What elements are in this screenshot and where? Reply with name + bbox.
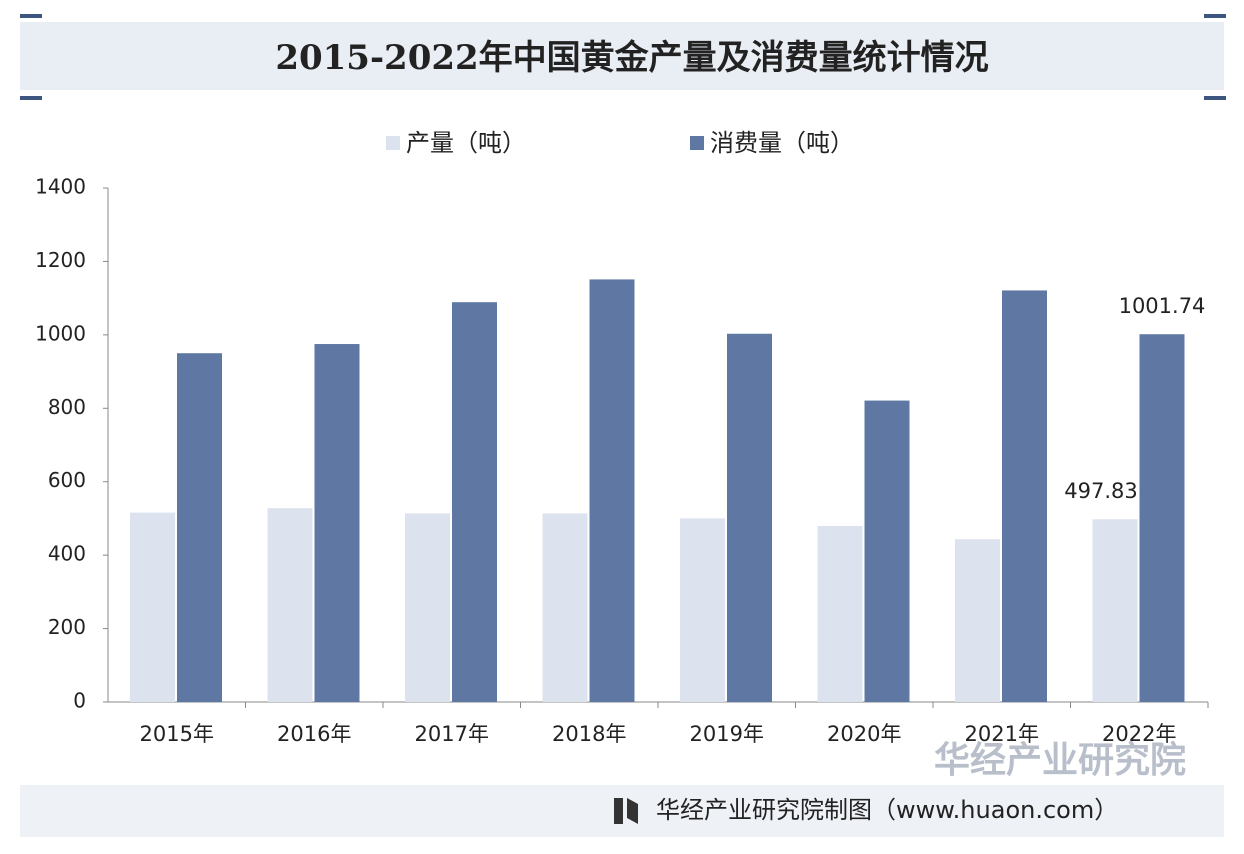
- legend-swatch: [690, 136, 704, 150]
- y-tick-label: 200: [48, 615, 86, 639]
- y-tick-label: 600: [48, 468, 86, 492]
- bar: [452, 302, 497, 702]
- bar: [542, 513, 588, 702]
- x-tick-label: 2018年: [552, 722, 626, 746]
- y-tick-label: 1200: [35, 248, 86, 272]
- bar: [817, 525, 863, 702]
- watermark: 华经产业研究院: [934, 740, 1186, 781]
- footer-icon: [627, 798, 638, 824]
- bar: [1092, 519, 1138, 702]
- bar: [314, 344, 360, 702]
- y-tick-label: 400: [48, 542, 86, 566]
- footer-icon: [614, 798, 623, 824]
- legend-label: 产量（吨）: [406, 129, 526, 157]
- bar: [589, 279, 635, 702]
- x-tick-label: 2015年: [140, 722, 214, 746]
- bar: [864, 400, 910, 702]
- bar: [130, 512, 175, 702]
- data-label: 1001.74: [1119, 294, 1206, 318]
- x-tick-label: 2022年: [1102, 722, 1176, 746]
- bar: [405, 513, 450, 702]
- bar: [680, 518, 725, 702]
- legend-swatch: [386, 136, 400, 150]
- y-tick-label: 1000: [35, 321, 86, 345]
- bar: [1002, 290, 1047, 702]
- source: 华经产业研究院制图（www.huaon.com）: [656, 796, 1118, 824]
- x-tick-label: 2017年: [415, 722, 489, 746]
- x-tick-label: 2020年: [827, 722, 901, 746]
- title-banner: [20, 22, 1224, 90]
- bar: [177, 353, 222, 702]
- legend-label: 消费量（吨）: [710, 129, 854, 157]
- bar: [955, 539, 1000, 702]
- bar: [1139, 334, 1185, 702]
- y-tick-label: 0: [73, 689, 86, 713]
- bar: [267, 508, 313, 702]
- data-label: 497.83: [1064, 479, 1137, 503]
- y-tick-label: 1400: [35, 175, 86, 199]
- chart-title: 2015-2022年中国黄金产量及消费量统计情况: [275, 38, 988, 78]
- x-tick-label: 2021年: [965, 722, 1039, 746]
- x-tick-label: 2016年: [277, 722, 351, 746]
- bar: [727, 333, 772, 702]
- x-tick-label: 2019年: [690, 722, 764, 746]
- y-tick-label: 800: [48, 395, 86, 419]
